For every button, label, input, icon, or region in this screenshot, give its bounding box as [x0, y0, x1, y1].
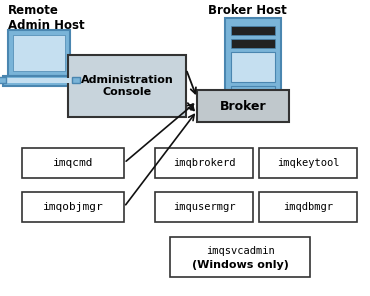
Bar — [13, 35, 65, 71]
Bar — [225, 18, 281, 113]
Bar — [72, 77, 80, 83]
Bar — [22, 148, 124, 178]
Bar — [7, 78, 71, 83]
Bar — [170, 237, 310, 277]
Bar — [155, 148, 253, 178]
Bar — [8, 30, 70, 76]
Bar — [231, 26, 275, 35]
Bar — [0, 77, 6, 83]
FancyArrowPatch shape — [126, 115, 194, 205]
Text: imqbrokerd: imqbrokerd — [173, 158, 235, 168]
Bar — [68, 55, 186, 117]
FancyArrowPatch shape — [126, 104, 194, 161]
Text: (Windows only): (Windows only) — [192, 260, 289, 270]
Bar — [155, 192, 253, 222]
Text: imqusermgr: imqusermgr — [173, 202, 235, 212]
Text: imqcmd: imqcmd — [53, 158, 93, 168]
Bar — [197, 90, 289, 122]
Text: Remote
Admin Host: Remote Admin Host — [8, 4, 85, 32]
FancyArrowPatch shape — [188, 103, 194, 110]
Bar — [231, 52, 275, 82]
Text: Broker: Broker — [220, 99, 266, 112]
Bar — [231, 86, 275, 106]
Bar — [259, 192, 357, 222]
Bar — [259, 148, 357, 178]
Text: Broker Host: Broker Host — [208, 4, 287, 17]
Text: imqobjmgr: imqobjmgr — [43, 202, 103, 212]
Bar — [22, 192, 124, 222]
Bar — [3, 76, 75, 86]
Bar — [231, 39, 275, 48]
Text: imqsvcadmin: imqsvcadmin — [206, 246, 275, 256]
Text: imqkeytool: imqkeytool — [277, 158, 339, 168]
Text: imqdbmgr: imqdbmgr — [283, 202, 333, 212]
Text: Administration
Console: Administration Console — [81, 75, 174, 97]
FancyArrowPatch shape — [187, 72, 196, 94]
